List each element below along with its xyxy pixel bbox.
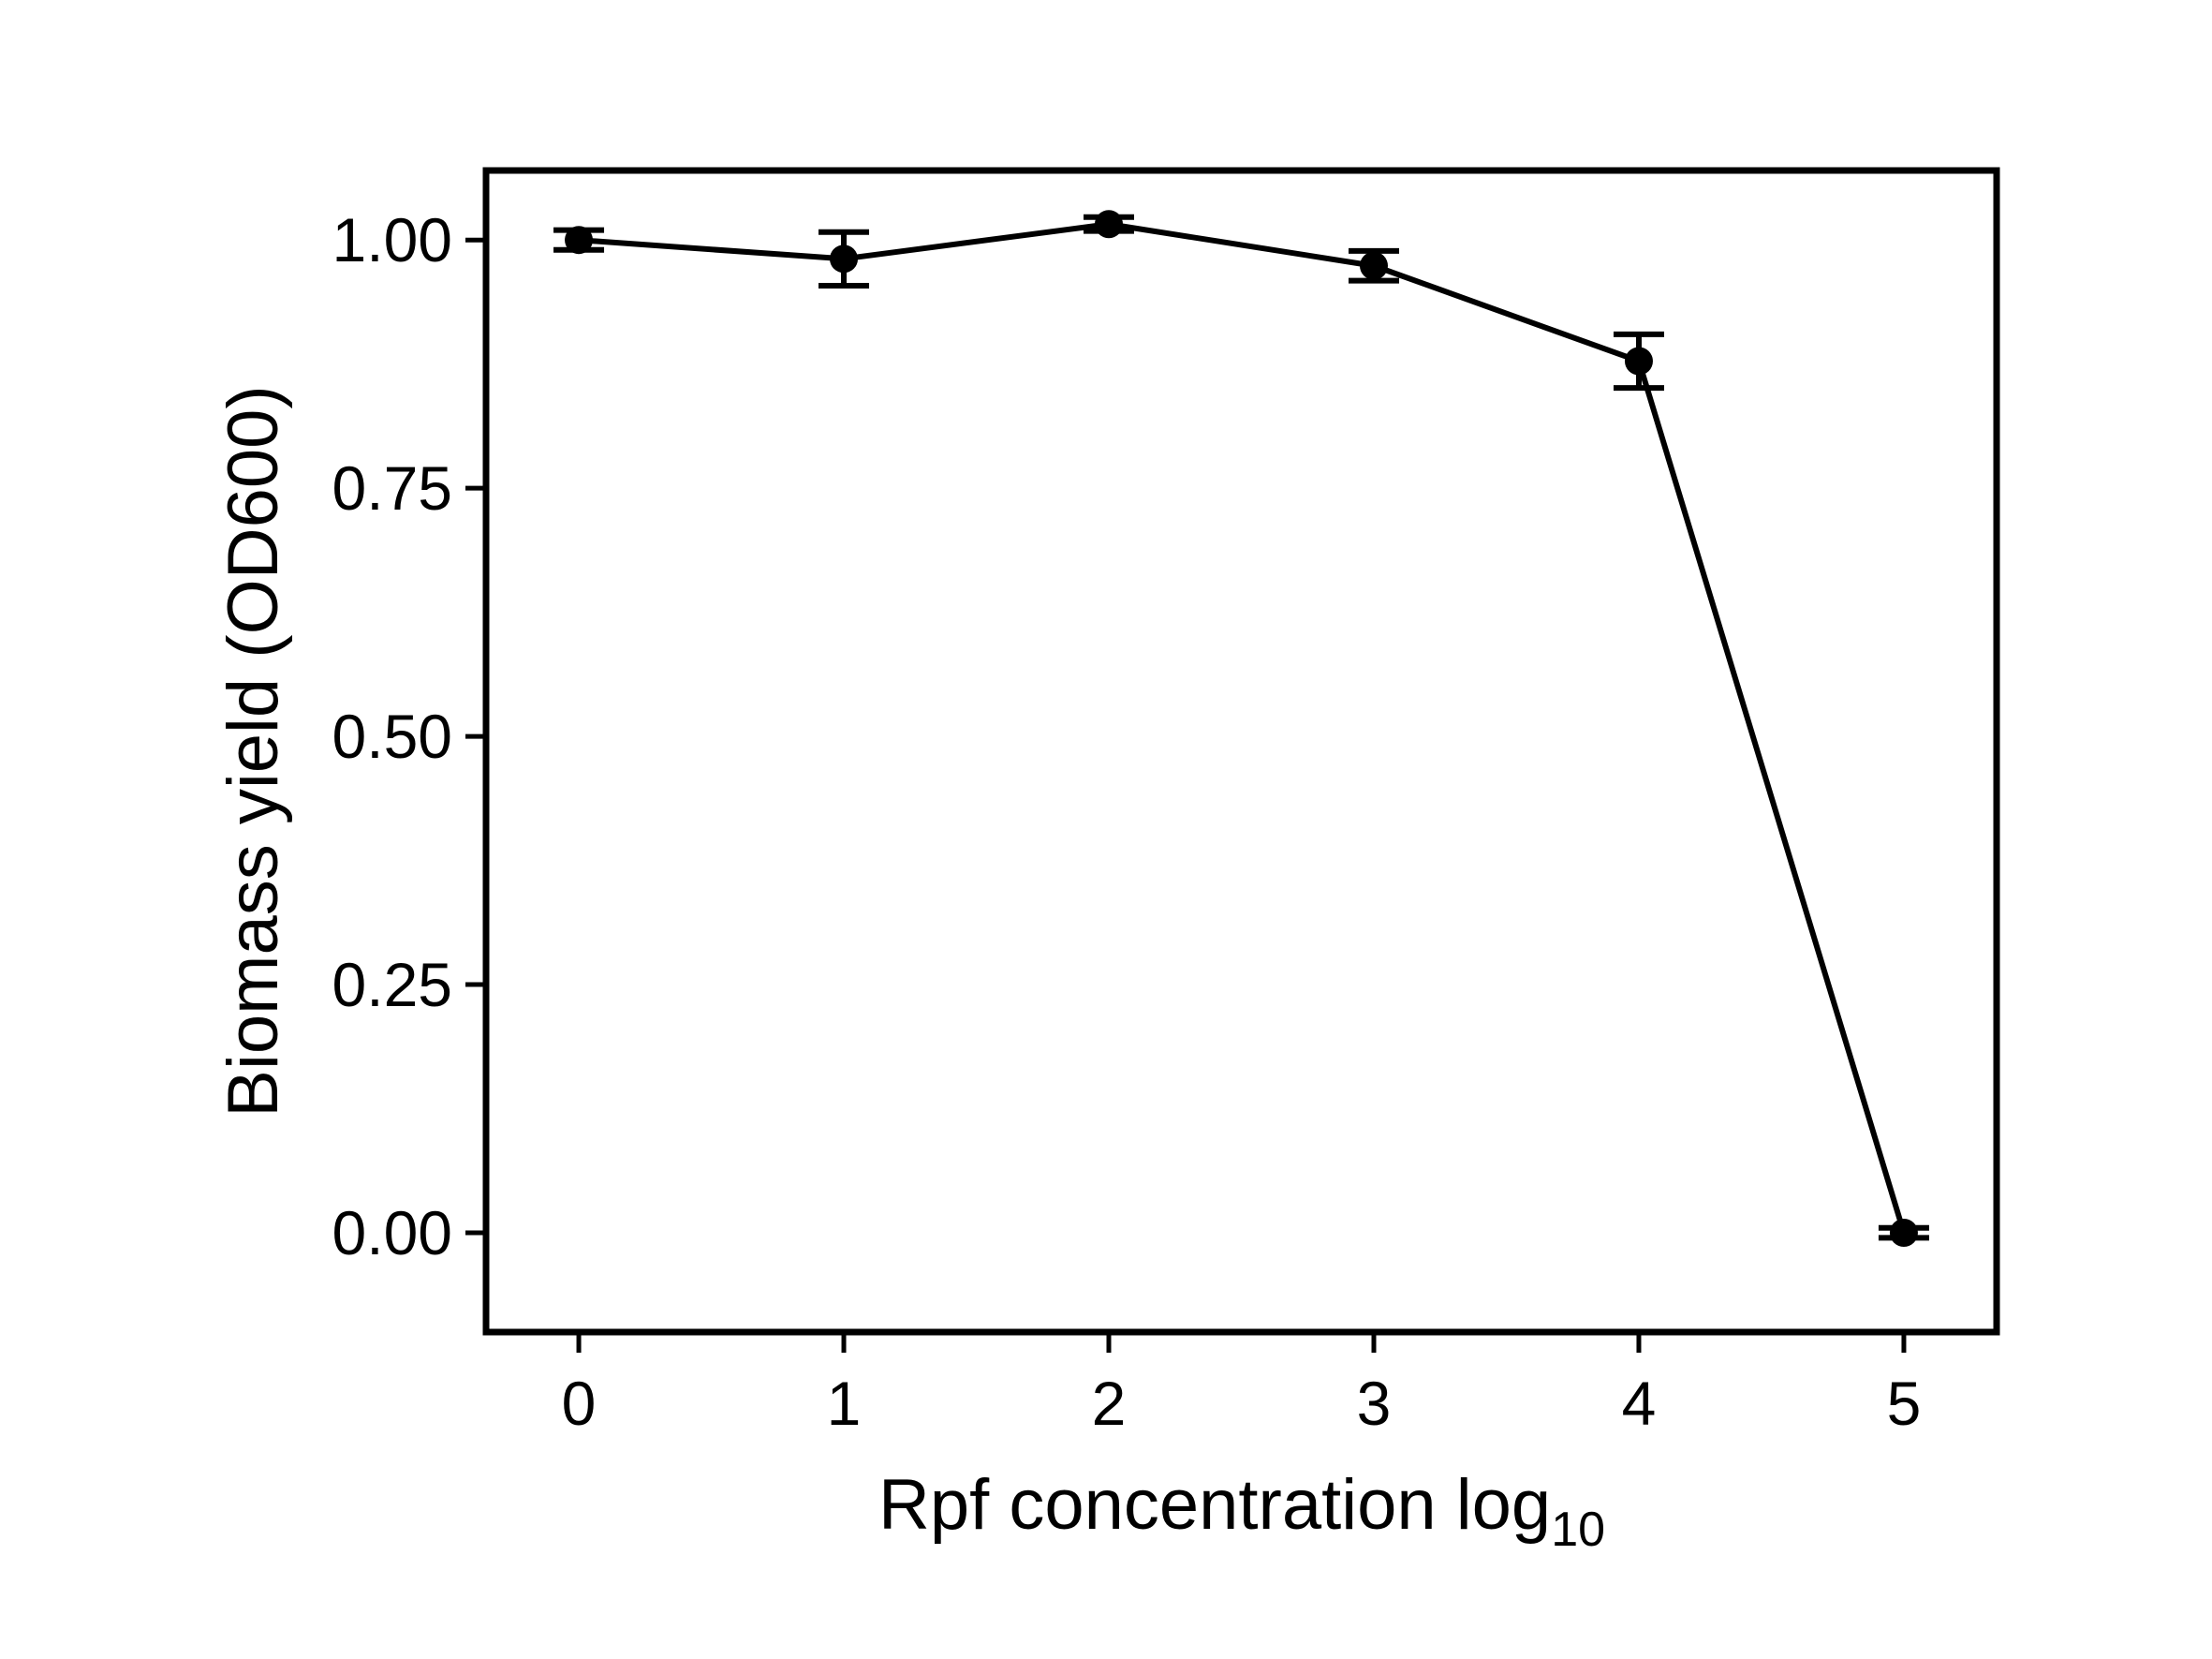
data-point [830, 244, 859, 274]
x-tick-label: 2 [1092, 1369, 1127, 1438]
y-tick-label: 0.75 [332, 453, 452, 523]
y-tick-label: 1.00 [332, 205, 452, 274]
y-axis: 0.00 0.25 0.50 0.75 1.00 [332, 205, 486, 1267]
x-tick-label: 0 [562, 1369, 597, 1438]
x-axis: 0 1 2 3 4 5 [562, 1332, 1922, 1438]
y-tick-label: 0.50 [332, 702, 452, 771]
plot-panel-border [482, 167, 2000, 1336]
series-layer [553, 210, 1929, 1248]
x-tick-label: 4 [1622, 1369, 1657, 1438]
data-point [1095, 210, 1124, 239]
y-tick-label: 0.00 [332, 1198, 452, 1267]
y-axis-label: Biomass yield (OD600) [214, 385, 293, 1117]
data-point [1889, 1219, 1918, 1248]
data-point [1624, 347, 1653, 376]
x-axis-label-text: Rpf concentration log [878, 1465, 1551, 1545]
data-point [565, 226, 594, 255]
data-point [1359, 251, 1388, 280]
x-axis-label: Rpf concentration log10 [878, 1465, 1605, 1557]
series-line [578, 221, 1907, 1234]
x-axis-label-subscript: 10 [1551, 1503, 1605, 1557]
x-tick-label: 5 [1887, 1369, 1922, 1438]
x-tick-label: 3 [1357, 1369, 1392, 1438]
y-tick-label: 0.25 [332, 950, 452, 1019]
x-tick-label: 1 [827, 1369, 862, 1438]
